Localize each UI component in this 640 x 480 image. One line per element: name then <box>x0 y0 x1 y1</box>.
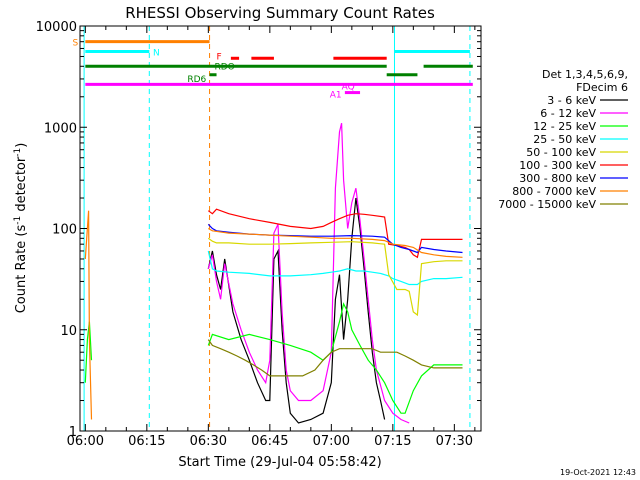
flag-bars <box>85 40 473 95</box>
legend-label-1: 6 - 12 keV <box>540 107 596 120</box>
y-tick-label: 100 <box>52 223 77 238</box>
legend-label-6: 300 - 800 keV <box>519 172 596 185</box>
plot-frame <box>79 25 482 432</box>
flag-label-s: S <box>73 39 79 49</box>
legend-label-8: 7000 - 15000 keV <box>498 198 596 211</box>
x-tick-label: 06:00 <box>67 434 104 449</box>
series-line-4 <box>207 237 463 317</box>
series-lines <box>84 122 463 424</box>
legend-label-2: 12 - 25 keV <box>533 120 596 133</box>
x-tick-label: 07:15 <box>374 434 411 449</box>
series-line-0 <box>207 197 386 424</box>
flag-label-a1: A1 <box>330 91 342 101</box>
legend-header-1: FDecim 6 <box>576 81 628 94</box>
legend-label-3: 25 - 50 keV <box>533 133 596 146</box>
legend-label-5: 100 - 300 keV <box>519 159 596 172</box>
x-tick-label: 06:15 <box>128 434 165 449</box>
legend-label-4: 50 - 100 keV <box>526 146 596 159</box>
x-tick-label: 06:30 <box>190 434 227 449</box>
x-axis-label: Start Time (29-Jul-04 05:58:42) <box>178 455 381 470</box>
flag-label-rd6: RD6 <box>187 75 206 85</box>
y-axis-label: Count Rate (s-1 detector-1) <box>13 143 29 314</box>
x-axis: 06:00 06:15 06:30 06:45 07:00 07:15 07:30 <box>67 26 476 449</box>
y-tick-label: 10 <box>60 324 77 339</box>
chart-title: RHESSI Observing Summary Count Rates <box>125 4 435 22</box>
y-tick-label: 1 <box>69 425 77 440</box>
flag-label-rdo: RDO <box>214 62 234 72</box>
series-line-7-seg <box>84 210 93 420</box>
flag-label-aq: AQ <box>342 82 355 92</box>
footer-date: 19-Oct-2021 12:43 <box>560 468 636 477</box>
vertical-markers <box>83 26 471 431</box>
series-line-6 <box>207 223 463 254</box>
series-line-8 <box>207 339 463 377</box>
legend-header-0: Det 1,3,4,5,6,9, <box>542 68 628 81</box>
x-tick-label: 07:00 <box>313 434 350 449</box>
x-tick-label: 07:30 <box>436 434 473 449</box>
flag-label-f: F <box>217 52 222 62</box>
x-tick-label: 06:45 <box>251 434 288 449</box>
y-tick-label: 10000 <box>36 20 77 35</box>
legend-label-7: 800 - 7000 keV <box>512 185 596 198</box>
series-line-7 <box>208 227 463 258</box>
series-line-2-seg <box>84 321 93 383</box>
series-line-1 <box>207 122 410 424</box>
flag-label-n: N <box>153 48 160 58</box>
legend-label-0: 3 - 6 keV <box>547 94 596 107</box>
series-line-5 <box>207 208 463 259</box>
y-axis: 1 10 100 1000 10000 <box>36 20 481 440</box>
series-line-2 <box>207 302 463 414</box>
series-line-3 <box>207 250 463 286</box>
y-tick-label: 1000 <box>44 121 77 136</box>
